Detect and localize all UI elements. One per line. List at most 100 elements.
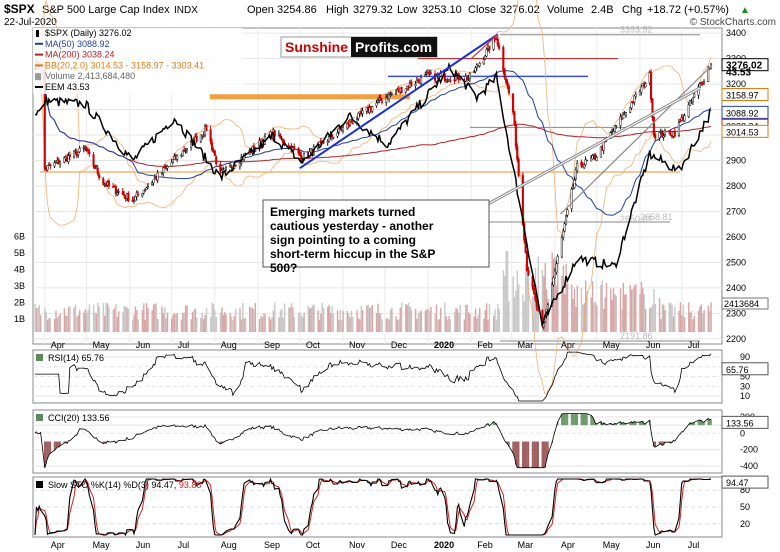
candle-body (454, 76, 457, 81)
volume-bar (134, 306, 137, 332)
candle-body (166, 166, 169, 169)
volume-bar (477, 314, 480, 332)
volume-bar (88, 304, 91, 332)
volume-bar (516, 270, 519, 332)
candle-body (513, 111, 516, 125)
candle-body (86, 149, 90, 152)
volume-bar (254, 303, 257, 332)
indicator-tick-label: 10 (740, 391, 750, 401)
candle-body (170, 162, 173, 167)
candle-body (224, 166, 228, 170)
candle-body (651, 98, 654, 119)
volume-bar (272, 310, 275, 332)
volume-bar (525, 263, 527, 332)
volume-bar (498, 308, 500, 332)
candle-body (610, 131, 614, 134)
candle-body (505, 78, 508, 83)
candle-body (478, 62, 481, 67)
volume-bar (115, 303, 117, 332)
bottom-x-tick-label: Nov (349, 540, 366, 550)
candle-body (564, 215, 568, 225)
volume-bar (590, 297, 592, 332)
open-value: 3254.86 (277, 4, 317, 16)
volume-bar (664, 310, 666, 332)
candle-body (151, 182, 154, 186)
volume-bar (357, 318, 360, 332)
annotation-box (262, 199, 490, 268)
volume-bar (131, 319, 134, 332)
bottom-x-tick-label: May (603, 540, 621, 550)
high-label: High (326, 4, 349, 16)
volume-bar (338, 319, 340, 332)
volume-bar (92, 304, 95, 332)
volume-bar (360, 306, 362, 332)
candle-body (525, 251, 529, 271)
volume-tick-label: 2B (14, 298, 25, 308)
volume-bar (278, 317, 280, 332)
volume-bar (388, 319, 390, 332)
x-tick-label: Mar (518, 340, 534, 350)
volume-bar (604, 297, 606, 332)
volume-bar (282, 317, 284, 332)
volume-bar (611, 299, 613, 332)
volume-bar (707, 305, 710, 332)
candle-body (375, 102, 378, 107)
candle-body (580, 161, 583, 167)
candle-body (619, 116, 622, 126)
volume-bar (399, 307, 401, 332)
candle-body (181, 150, 184, 156)
volume-bar (303, 312, 305, 332)
candle-body (661, 130, 664, 137)
candle-body (615, 125, 618, 127)
volume-bar (260, 315, 262, 332)
legend-entry: $SPX (Daily) 3276.02 (45, 28, 132, 38)
candle-body (322, 141, 325, 144)
volume-bar (194, 308, 197, 332)
volume-bar (658, 298, 661, 332)
candle-body (644, 83, 647, 88)
volume-bar (576, 285, 578, 332)
candle-body (49, 163, 52, 167)
indicator-line (34, 413, 712, 469)
indicator-title: CCI(20) 133.56 (48, 413, 110, 423)
candle-body (385, 97, 388, 103)
volume-bar (56, 317, 59, 332)
candle-body (215, 156, 218, 164)
candle-body (634, 94, 637, 97)
candle-body (107, 180, 110, 187)
x-tick-label: Jun (646, 340, 661, 350)
volume-last-box (721, 297, 769, 310)
bottom-x-tick-label: Jul (688, 540, 700, 550)
candle-body (562, 230, 565, 238)
candle-body (387, 94, 391, 100)
volume-bar (176, 312, 178, 332)
bottom-x-tick-label: May (93, 540, 111, 550)
volume-bar (495, 319, 498, 332)
bottom-x-tick-label: Jul (178, 540, 190, 550)
volume-bar (331, 306, 333, 332)
volume-bar (449, 319, 452, 332)
chart-header: $SPX S&P 500 Large Cap Index INDX Open 3… (4, 2, 776, 28)
candle-body (297, 148, 300, 153)
high-value: 3279.32 (353, 4, 393, 16)
volume-bar (162, 313, 165, 332)
chg-label: Chg (622, 4, 642, 16)
indicator-tick-label: 30 (740, 381, 750, 391)
sunshine-profits-watermark: Sunshine Profits.com (280, 36, 438, 58)
candle-body (591, 155, 594, 160)
price-label-text: 3158.97 (726, 91, 759, 101)
candle-body (590, 157, 593, 162)
candle-body (553, 270, 556, 279)
candle-body (298, 151, 301, 156)
bottom-x-tick-label: Sep (264, 540, 280, 550)
sto-tick-label: 50 (740, 502, 750, 512)
x-tick-label: Nov (349, 340, 366, 350)
candle-body (57, 159, 60, 165)
volume-bar (173, 313, 176, 332)
sto-title: Slow STO %K(14) %D(3) 94.47, 93.86 (48, 480, 201, 490)
volume-bar (118, 311, 120, 332)
close-label: Close (468, 4, 496, 16)
volume-bar (653, 289, 655, 332)
candle-body (488, 45, 491, 51)
